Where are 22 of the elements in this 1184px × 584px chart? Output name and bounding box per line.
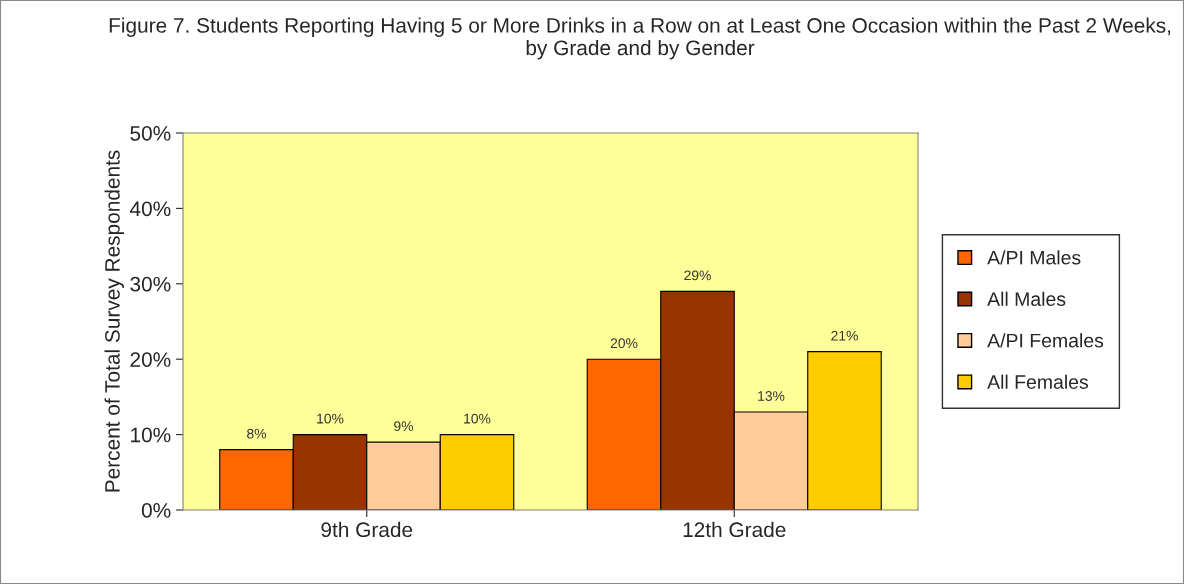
data-label: 8% xyxy=(247,428,267,439)
y-tick-label: 0% xyxy=(141,503,171,518)
data-label: 13% xyxy=(758,391,785,401)
data-label: 9% xyxy=(394,421,414,432)
y-tick-label: 10% xyxy=(131,427,171,443)
legend-label: A/PI Males xyxy=(987,250,1081,265)
y-tick-label: 30% xyxy=(130,276,171,292)
chart-title: Figure 7. Students Reporting Having 5 or More Drinks in a Row on at Least One Occasion within the Past 2 Weeks, by Grade and by Gender xyxy=(109,17,1171,60)
data-label: 10% xyxy=(317,413,344,424)
data-label: 29% xyxy=(684,270,711,281)
data-label: 20% xyxy=(610,338,638,349)
data-label: 21% xyxy=(831,330,858,341)
x-tick-label: 12th Grade xyxy=(683,521,786,538)
x-tick-label: 9th Grade xyxy=(321,521,413,538)
legend-label: A/PI Females xyxy=(987,333,1104,348)
legend-label: All Females xyxy=(987,374,1089,389)
y-tick-label: 40% xyxy=(129,201,171,217)
legend-label: All Males xyxy=(987,291,1066,306)
y-axis-title: Percent of Total Survey Respondents xyxy=(104,150,124,492)
y-tick-label: 50% xyxy=(130,126,171,141)
y-tick-label: 20% xyxy=(130,352,171,367)
data-label: 10% xyxy=(464,413,491,424)
